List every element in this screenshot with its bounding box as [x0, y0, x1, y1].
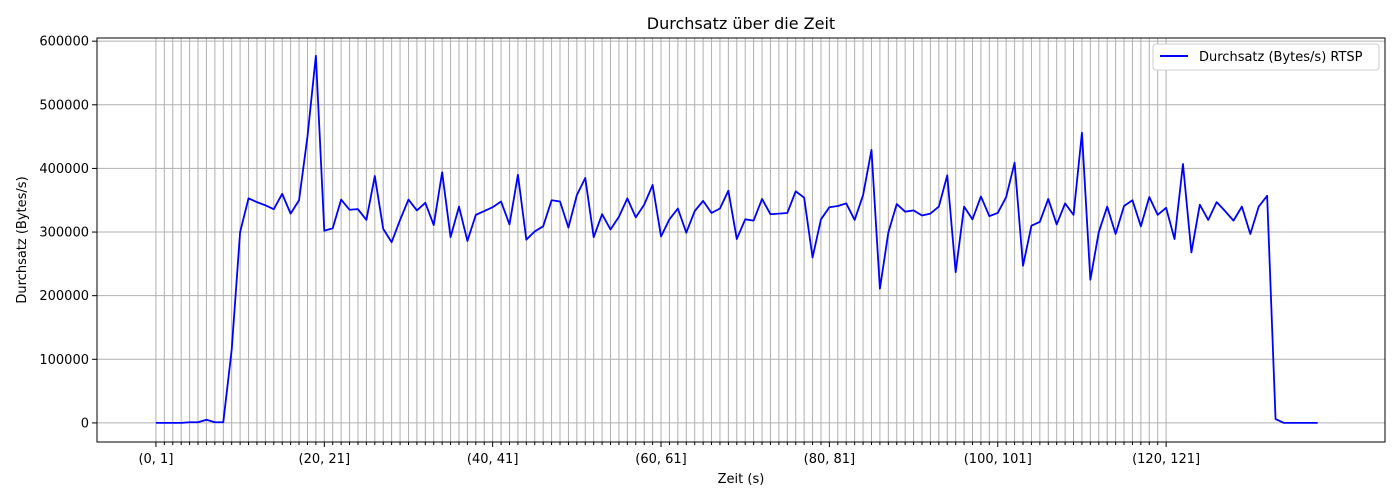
y-tick-label: 600000 [39, 35, 89, 50]
x-grid [155, 38, 1167, 442]
y-tick-label: 0 [81, 416, 89, 431]
x-tick-label: (20, 21] [299, 452, 351, 467]
x-tick-label: (60, 61] [635, 452, 687, 467]
y-tick-label: 100000 [39, 353, 89, 368]
x-tick-label: (100, 101] [964, 452, 1032, 467]
y-axis-ticks: 0 100000 200000 300000 400000 500000 600000 [39, 35, 97, 431]
y-tick-label: 200000 [39, 289, 89, 304]
x-tick-label: (120, 121] [1132, 452, 1200, 467]
y-tick-label: 300000 [39, 226, 89, 241]
series-line-rtsp [155, 54, 1318, 424]
y-tick-label: 400000 [39, 162, 89, 177]
x-tick-label: (0, 1] [138, 452, 173, 467]
y-grid [97, 40, 1385, 424]
y-axis-label: Durchsatz (Bytes/s) [15, 176, 30, 303]
x-tick-label: (40, 41] [467, 452, 519, 467]
x-axis-label: Zeit (s) [718, 472, 765, 487]
y-tick-label: 500000 [39, 98, 89, 113]
legend-box [1152, 43, 1380, 71]
chart-title: Durchsatz über die Zeit [647, 14, 835, 33]
legend: Durchsatz (Bytes/s) RTSP [1152, 43, 1380, 71]
plot-frame [96, 37, 1386, 443]
x-tick-label: (80, 81] [804, 452, 856, 467]
legend-label: Durchsatz (Bytes/s) RTSP [1199, 50, 1363, 65]
x-axis-ticks: (0, 1] (20, 21] (40, 41] (60, 61] (80, 81] (1… [138, 442, 1200, 467]
series-layer [155, 54, 1318, 424]
